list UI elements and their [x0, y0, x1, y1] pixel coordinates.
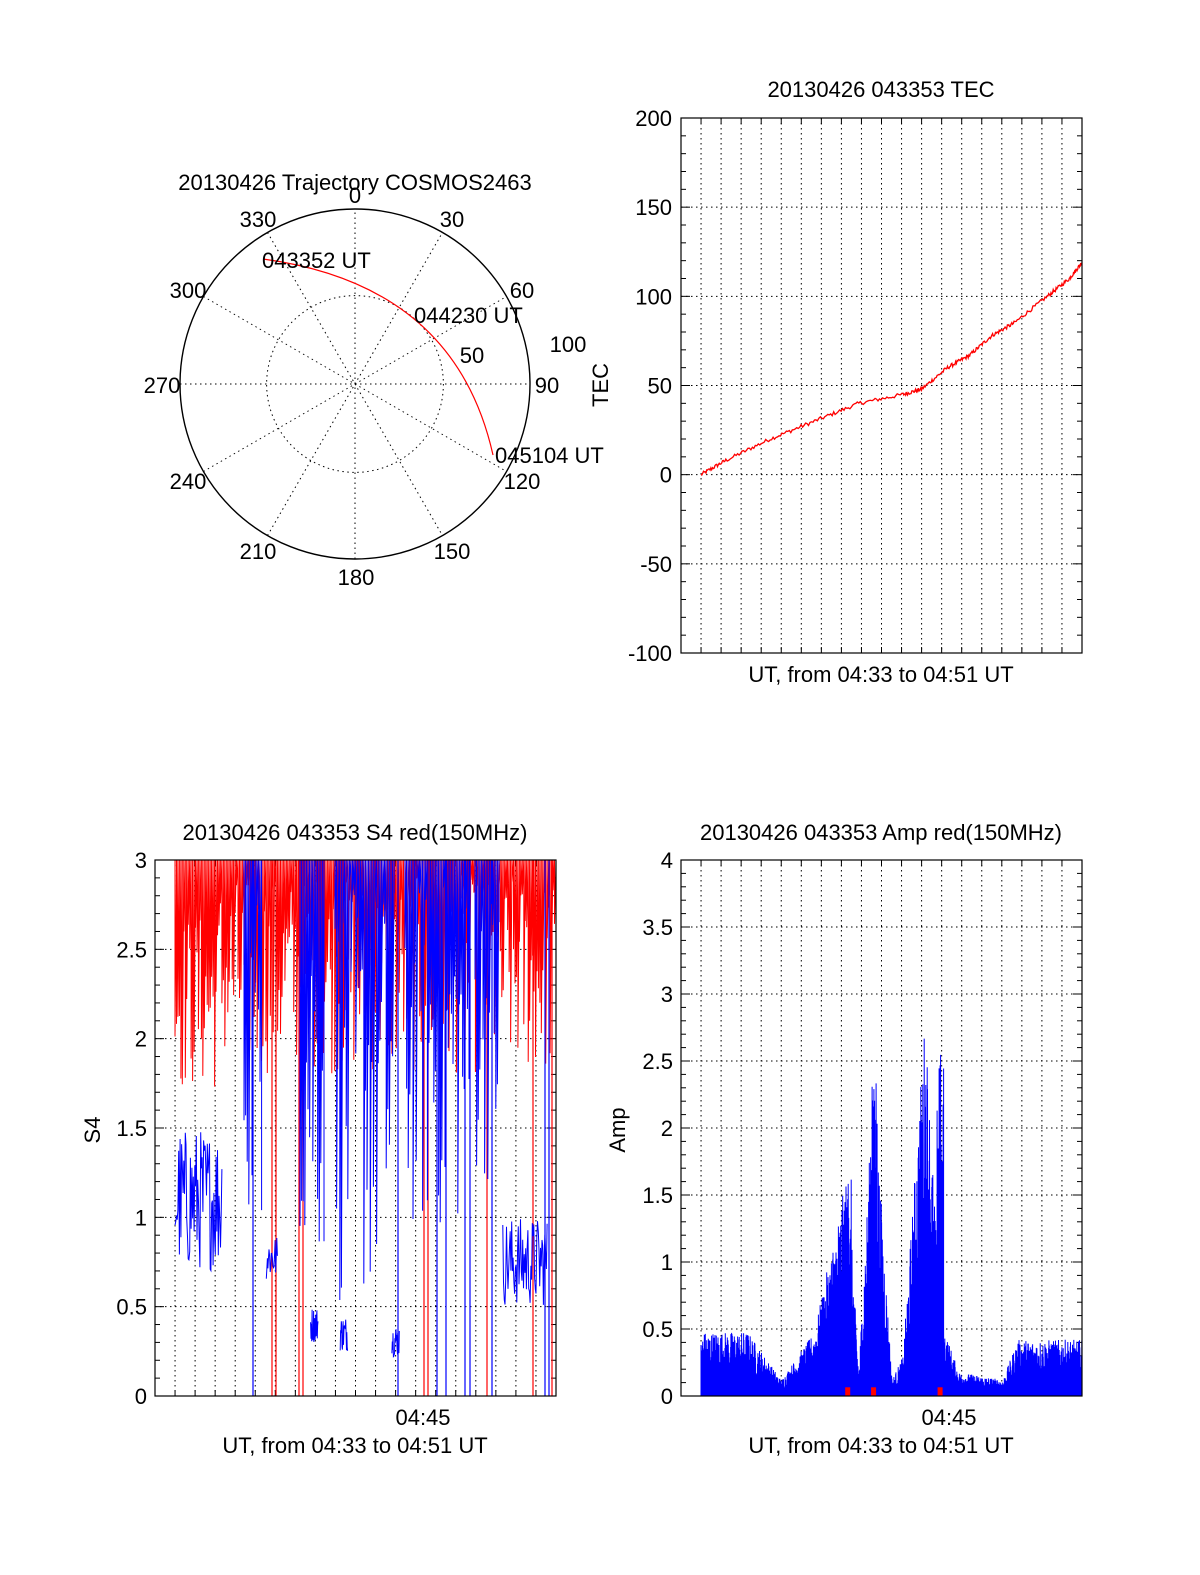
tec-y-tick-label: 150 [635, 195, 672, 220]
polar-azimuth-label: 210 [240, 539, 277, 564]
tec-y-tick-labels: 200 150 100 50 0 -50 -100 [628, 106, 672, 666]
polar-title: 20130426 Trajectory COSMOS2463 [178, 170, 531, 195]
s4-blue-segment [310, 1309, 319, 1343]
amp-panel: 20130426 043353 Amp red(150MHz) 4 3.5 3 2.5… [605, 820, 1083, 1458]
polar-grid [179, 208, 531, 560]
tec-series-line [700, 262, 1083, 477]
tec-grid [681, 117, 1082, 654]
s4-blue-segment [339, 1319, 349, 1351]
amp-y-tick-labels: 4 3.5 3 2.5 2 1.5 1 0.5 0 [642, 848, 673, 1409]
s4-x-tick-0445: 04:45 [395, 1405, 450, 1430]
polar-azimuth-label: 300 [170, 278, 207, 303]
trajectory-mid-time: 044230 UT [414, 303, 523, 328]
amp-y-tick-label: 4 [661, 848, 673, 873]
s4-blue-segment [502, 1219, 548, 1305]
trajectory-end-time: 045104 UT [495, 443, 604, 468]
tec-y-label: TEC [588, 363, 613, 407]
polar-azimuth-label: 60 [510, 278, 534, 303]
trajectory-start-time: 043352 UT [262, 248, 371, 273]
s4-blue-segment [265, 1237, 278, 1279]
amp-red-mark [871, 1387, 877, 1396]
s4-blue-burst [474, 859, 500, 1180]
s4-y-tick-label: 1.5 [116, 1116, 147, 1141]
s4-x-label: UT, from 04:33 to 04:51 UT [222, 1433, 487, 1458]
tec-y-tick-label: -50 [640, 552, 672, 577]
s4-blue-burst [334, 859, 395, 1301]
polar-azimuth-label: 150 [434, 539, 471, 564]
amp-blue-peak [936, 1054, 945, 1397]
s4-y-tick-label: 2.5 [116, 937, 147, 962]
tec-y-tick-label: 0 [660, 463, 672, 488]
amp-y-tick-label: 0.5 [642, 1317, 673, 1342]
tec-title: 20130426 043353 TEC [767, 77, 994, 102]
amp-blue-peak [870, 1083, 878, 1397]
amp-x-tick-0445: 04:45 [921, 1405, 976, 1430]
polar-azimuth-label: 90 [535, 373, 559, 398]
trajectory-curve [262, 258, 494, 456]
s4-title: 20130426 043353 S4 red(150MHz) [183, 820, 528, 845]
polar-azimuth-label: 0 [349, 183, 361, 208]
polar-azimuth-labels: 0 30 60 90 120 150 180 210 240 270 300 330 [144, 183, 560, 590]
polar-spoke [267, 232, 443, 536]
amp-title: 20130426 043353 Amp red(150MHz) [700, 820, 1062, 845]
polar-radial-label-100: 100 [550, 332, 587, 357]
s4-blue-burst [299, 859, 325, 1242]
polar-azimuth-label: 180 [338, 565, 375, 590]
tec-panel: 20130426 043353 TEC 200150100500-50-100 … [588, 77, 1083, 687]
amp-x-label: UT, from 04:33 to 04:51 UT [748, 1433, 1013, 1458]
tec-x-label: UT, from 04:33 to 04:51 UT [748, 662, 1013, 687]
polar-inner-circle [266, 295, 444, 473]
amp-y-tick-label: 0 [661, 1384, 673, 1409]
polar-azimuth-label: 270 [144, 373, 181, 398]
polar-azimuth-label: 330 [240, 207, 277, 232]
amp-red-series [845, 1387, 943, 1396]
amp-red-mark [845, 1387, 851, 1396]
amp-blue-trace [700, 1038, 1083, 1397]
amp-y-tick-label: 3 [661, 982, 673, 1007]
s4-y-tick-label: 3 [135, 848, 147, 873]
amp-blue-series [700, 1038, 1083, 1397]
amp-blue-peak [844, 1179, 852, 1397]
s4-plot-frame [154, 859, 557, 1397]
s4-y-tick-label: 0.5 [116, 1295, 147, 1320]
s4-blue-segment [174, 1132, 223, 1273]
tec-plot-frame [680, 117, 1083, 654]
amp-y-tick-label: 1 [661, 1250, 673, 1275]
amp-y-tick-label: 1.5 [642, 1183, 673, 1208]
s4-panel: 20130426 043353 S4 red(150MHz) 3 2.5 2 1.5 1… [80, 820, 557, 1458]
tec-y-tick-label: 100 [635, 284, 672, 309]
tec-y-tick-label: 200 [635, 106, 672, 131]
s4-y-tick-label: 1 [135, 1205, 147, 1230]
s4-y-label: S4 [80, 1117, 105, 1144]
s4-blue-series [174, 859, 550, 1396]
polar-azimuth-label: 120 [504, 469, 541, 494]
tec-y-tick-label: 50 [648, 374, 672, 399]
amp-y-tick-label: 2 [661, 1116, 673, 1141]
amp-y-label: Amp [605, 1107, 630, 1152]
tec-y-tick-label: -100 [628, 641, 672, 666]
s4-y-tick-label: 0 [135, 1384, 147, 1409]
polar-azimuth-label: 30 [440, 207, 464, 232]
s4-y-tick-labels: 3 2.5 2 1.5 1 0.5 0 [116, 848, 147, 1409]
polar-trajectory-plot: 20130426 Trajectory COSMOS2463 0 30 60 90 12… [144, 170, 604, 590]
amp-red-mark [937, 1387, 943, 1396]
amp-y-tick-label: 2.5 [642, 1049, 673, 1074]
amp-plot-frame [680, 859, 1083, 1397]
polar-radial-label-50: 50 [460, 343, 484, 368]
amp-y-tick-label: 3.5 [642, 915, 673, 940]
s4-y-tick-label: 2 [135, 1027, 147, 1052]
polar-azimuth-label: 240 [170, 469, 207, 494]
